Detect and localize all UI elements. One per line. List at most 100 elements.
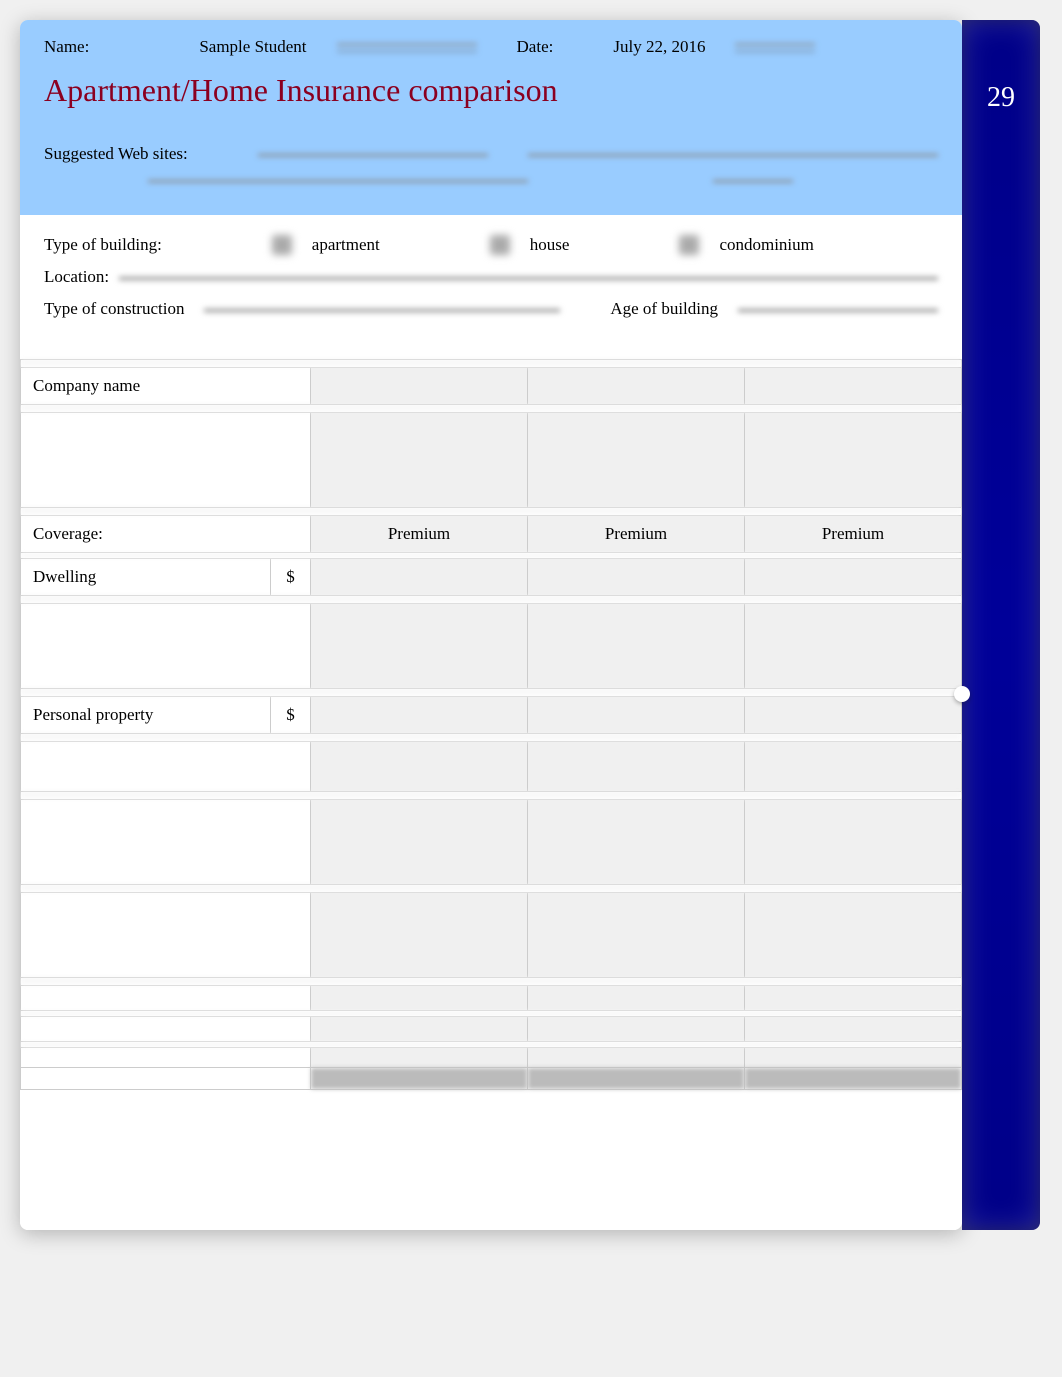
date-value: July 22, 2016 [563, 37, 725, 57]
sidebar: 29 [962, 20, 1040, 1230]
blank-4-col-3[interactable] [745, 800, 962, 885]
premium-header-1: Premium [311, 516, 528, 553]
row-blank-5 [21, 893, 962, 978]
age-line [738, 304, 938, 314]
web-line-row-2 [208, 177, 938, 185]
personal-col-1[interactable] [311, 697, 528, 734]
web-line-1 [258, 151, 488, 159]
body-section: Type of building: apartment house condom… [20, 215, 962, 359]
blank-2-col-2[interactable] [528, 604, 745, 689]
row-blank-7 [21, 1017, 962, 1042]
sidebar-notch-icon [954, 686, 970, 702]
blank-label-4 [21, 800, 311, 885]
coverage-label: Coverage: [21, 516, 311, 553]
web-line-2 [528, 151, 938, 159]
blank-8-col-1[interactable] [311, 1048, 528, 1068]
row-divider [21, 405, 962, 413]
blank-7-col-2[interactable] [528, 1017, 745, 1042]
blank-3-col-3[interactable] [745, 742, 962, 792]
company-col-3[interactable] [745, 368, 962, 405]
building-type-row: Type of building: apartment house condom… [44, 235, 938, 255]
sidebar-glow [962, 20, 1040, 1230]
location-row: Location: [44, 267, 938, 287]
row-company: Company name [21, 368, 962, 405]
premium-header-2: Premium [528, 516, 745, 553]
construction-label: Type of construction [44, 299, 184, 319]
blank-6-col-1[interactable] [311, 986, 528, 1011]
row-blank-6 [21, 986, 962, 1011]
company-col-2[interactable] [528, 368, 745, 405]
web-line-row-1 [208, 151, 938, 159]
blank-1-col-3[interactable] [745, 413, 962, 508]
name-fill-line [337, 32, 477, 52]
option-apartment: apartment [312, 235, 380, 255]
websites-row: Suggested Web sites: [44, 144, 938, 185]
company-name-label: Company name [21, 368, 311, 405]
blank-label-5 [21, 893, 311, 978]
blank-3-col-1[interactable] [311, 742, 528, 792]
name-date-row: Name: Sample Student Date: July 22, 2016 [44, 32, 938, 57]
blank-label-6 [21, 986, 311, 1011]
personal-currency: $ [271, 697, 311, 734]
name-label: Name: [44, 37, 89, 57]
blank-5-col-1[interactable] [311, 893, 528, 978]
row-divider [21, 885, 962, 893]
name-value: Sample Student [99, 37, 326, 57]
date-label: Date: [517, 37, 554, 57]
row-divider [21, 596, 962, 604]
date-fill-line [735, 32, 815, 52]
web-line-4 [713, 177, 793, 185]
personal-col-2[interactable] [528, 697, 745, 734]
row-divider-top [21, 360, 962, 368]
construction-line [204, 304, 560, 314]
blank-2-col-1[interactable] [311, 604, 528, 689]
total-col-2 [528, 1068, 745, 1090]
blank-4-col-1[interactable] [311, 800, 528, 885]
option-condo: condominium [719, 235, 813, 255]
blank-4-col-2[interactable] [528, 800, 745, 885]
blank-label-3 [21, 742, 311, 792]
header-section: Name: Sample Student Date: July 22, 2016… [20, 20, 962, 215]
dwelling-label: Dwelling [21, 559, 271, 596]
blank-6-col-3[interactable] [745, 986, 962, 1011]
checkbox-house[interactable] [490, 235, 510, 255]
row-blank-1 [21, 413, 962, 508]
blank-3-col-2[interactable] [528, 742, 745, 792]
blank-5-col-2[interactable] [528, 893, 745, 978]
dwelling-col-1[interactable] [311, 559, 528, 596]
type-label: Type of building: [44, 235, 162, 255]
blank-6-col-2[interactable] [528, 986, 745, 1011]
row-blank-8 [21, 1048, 962, 1068]
blank-2-col-3[interactable] [745, 604, 962, 689]
location-label: Location: [44, 267, 109, 287]
row-divider [21, 689, 962, 697]
table-section: Company name Coverage: Premium Premium [20, 359, 962, 1090]
row-divider [21, 508, 962, 516]
total-col-3 [745, 1068, 962, 1090]
blank-8-col-2[interactable] [528, 1048, 745, 1068]
personal-col-3[interactable] [745, 697, 962, 734]
dwelling-currency: $ [271, 559, 311, 596]
blank-label-8 [21, 1048, 311, 1068]
company-col-1[interactable] [311, 368, 528, 405]
web-line-3 [148, 177, 528, 185]
blank-7-col-1[interactable] [311, 1017, 528, 1042]
blank-5-col-3[interactable] [745, 893, 962, 978]
websites-label: Suggested Web sites: [44, 144, 188, 164]
row-blank-2 [21, 604, 962, 689]
dwelling-col-3[interactable] [745, 559, 962, 596]
total-col-1 [311, 1068, 528, 1090]
page-number: 29 [962, 20, 1040, 114]
blank-label-1 [21, 413, 311, 508]
blank-1-col-1[interactable] [311, 413, 528, 508]
dwelling-col-2[interactable] [528, 559, 745, 596]
blank-1-col-2[interactable] [528, 413, 745, 508]
row-total [21, 1068, 962, 1090]
blank-7-col-3[interactable] [745, 1017, 962, 1042]
personal-property-label: Personal property [21, 697, 271, 734]
construction-row: Type of construction Age of building [44, 299, 938, 319]
checkbox-condo[interactable] [679, 235, 699, 255]
blank-8-col-3[interactable] [745, 1048, 962, 1068]
checkbox-apartment[interactable] [272, 235, 292, 255]
blank-label-7 [21, 1017, 311, 1042]
